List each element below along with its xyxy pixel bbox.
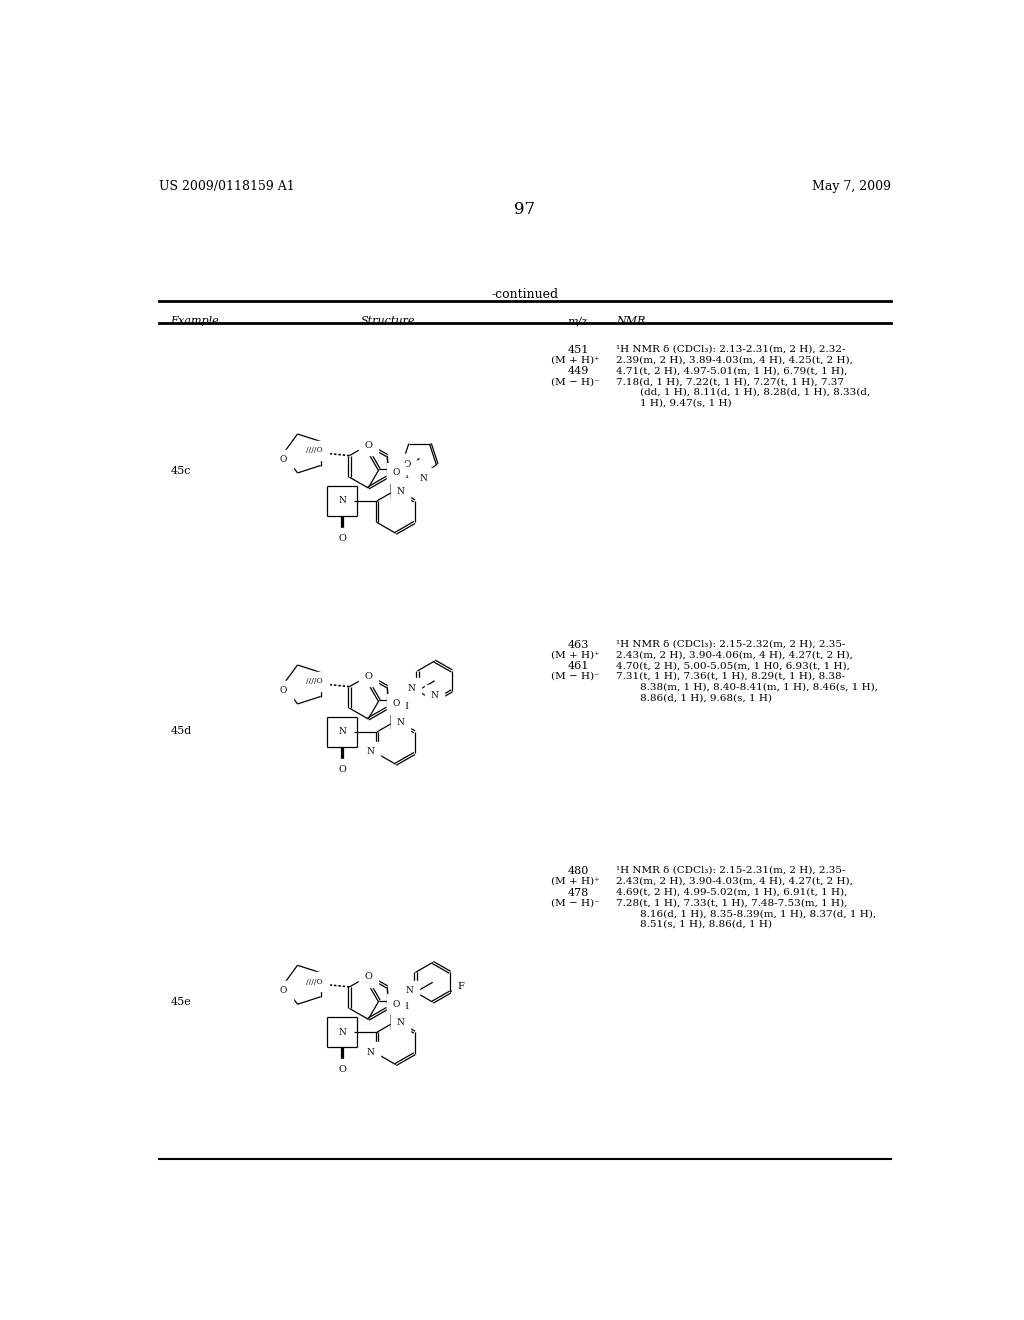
Text: 7.18(d, 1 H), 7.22(t, 1 H), 7.27(t, 1 H), 7.37: 7.18(d, 1 H), 7.22(t, 1 H), 7.27(t, 1 H)… bbox=[616, 378, 844, 385]
Text: O: O bbox=[392, 469, 400, 478]
Text: N: N bbox=[338, 1028, 346, 1036]
Text: F: F bbox=[458, 982, 464, 990]
Text: N: N bbox=[420, 474, 427, 483]
Text: 7.31(t, 1 H), 7.36(t, 1 H), 8.29(t, 1 H), 8.38-: 7.31(t, 1 H), 7.36(t, 1 H), 8.29(t, 1 H)… bbox=[616, 672, 846, 681]
Text: N: N bbox=[338, 727, 346, 737]
Text: 8.16(d, 1 H), 8.35-8.39(m, 1 H), 8.37(d, 1 H),: 8.16(d, 1 H), 8.35-8.39(m, 1 H), 8.37(d,… bbox=[640, 909, 876, 919]
Text: N: N bbox=[367, 747, 375, 756]
Text: O: O bbox=[338, 764, 346, 774]
Text: N: N bbox=[396, 718, 404, 727]
Text: 8.51(s, 1 H), 8.86(d, 1 H): 8.51(s, 1 H), 8.86(d, 1 H) bbox=[640, 920, 771, 929]
Text: 97: 97 bbox=[514, 201, 536, 218]
Text: 45e: 45e bbox=[171, 997, 191, 1007]
Text: 2.43(m, 2 H), 3.90-4.03(m, 4 H), 4.27(t, 2 H),: 2.43(m, 2 H), 3.90-4.03(m, 4 H), 4.27(t,… bbox=[616, 876, 853, 886]
Text: H: H bbox=[400, 471, 409, 480]
Text: O: O bbox=[280, 986, 287, 995]
Text: O: O bbox=[338, 1065, 346, 1073]
Text: 4.71(t, 2 H), 4.97-5.01(m, 1 H), 6.79(t, 1 H),: 4.71(t, 2 H), 4.97-5.01(m, 1 H), 6.79(t,… bbox=[616, 367, 848, 375]
Text: O: O bbox=[392, 700, 400, 709]
Text: (M − H)⁻: (M − H)⁻ bbox=[551, 672, 599, 681]
Text: (dd, 1 H), 8.11(d, 1 H), 8.28(d, 1 H), 8.33(d,: (dd, 1 H), 8.11(d, 1 H), 8.28(d, 1 H), 8… bbox=[640, 388, 869, 397]
Text: (M + H)⁺: (M + H)⁺ bbox=[551, 355, 599, 364]
Text: O: O bbox=[365, 672, 372, 681]
Text: ¹H NMR δ (CDCl₃): 2.15-2.32(m, 2 H), 2.35-: ¹H NMR δ (CDCl₃): 2.15-2.32(m, 2 H), 2.3… bbox=[616, 640, 846, 648]
Text: N: N bbox=[367, 1048, 375, 1057]
Text: 480: 480 bbox=[567, 866, 589, 876]
Text: 45d: 45d bbox=[171, 726, 191, 737]
Text: 2.43(m, 2 H), 3.90-4.06(m, 4 H), 4.27(t, 2 H),: 2.43(m, 2 H), 3.90-4.06(m, 4 H), 4.27(t,… bbox=[616, 651, 853, 660]
Text: -continued: -continued bbox=[492, 288, 558, 301]
Text: 2.39(m, 2 H), 3.89-4.03(m, 4 H), 4.25(t, 2 H),: 2.39(m, 2 H), 3.89-4.03(m, 4 H), 4.25(t,… bbox=[616, 355, 853, 364]
Text: 7.28(t, 1 H), 7.33(t, 1 H), 7.48-7.53(m, 1 H),: 7.28(t, 1 H), 7.33(t, 1 H), 7.48-7.53(m,… bbox=[616, 899, 848, 907]
Text: NMR: NMR bbox=[616, 317, 646, 326]
Text: 45c: 45c bbox=[171, 466, 191, 475]
Text: 8.38(m, 1 H), 8.40-8.41(m, 1 H), 8.46(s, 1 H),: 8.38(m, 1 H), 8.40-8.41(m, 1 H), 8.46(s,… bbox=[640, 682, 878, 692]
Text: 478: 478 bbox=[568, 887, 589, 898]
Text: O: O bbox=[365, 441, 372, 450]
Text: ¹H NMR δ (CDCl₃): 2.15-2.31(m, 2 H), 2.35-: ¹H NMR δ (CDCl₃): 2.15-2.31(m, 2 H), 2.3… bbox=[616, 866, 846, 875]
Text: H: H bbox=[400, 1002, 409, 1011]
Text: N: N bbox=[406, 986, 414, 995]
Text: ////O: ////O bbox=[306, 446, 324, 454]
Text: (M − H)⁻: (M − H)⁻ bbox=[551, 899, 599, 907]
Text: O: O bbox=[280, 686, 287, 696]
Text: N: N bbox=[396, 487, 404, 496]
Text: m/z: m/z bbox=[567, 317, 588, 326]
Text: O: O bbox=[280, 455, 287, 465]
Text: Example: Example bbox=[171, 317, 219, 326]
Text: (M + H)⁺: (M + H)⁺ bbox=[551, 651, 599, 660]
Text: ////O: ////O bbox=[306, 677, 324, 685]
Text: (M − H)⁻: (M − H)⁻ bbox=[551, 378, 599, 385]
Text: 463: 463 bbox=[567, 640, 589, 649]
Text: O: O bbox=[403, 459, 411, 469]
Text: H: H bbox=[400, 702, 409, 711]
Text: 449: 449 bbox=[567, 367, 589, 376]
Text: O: O bbox=[392, 999, 400, 1008]
Text: 8.86(d, 1 H), 9.68(s, 1 H): 8.86(d, 1 H), 9.68(s, 1 H) bbox=[640, 693, 771, 702]
Text: 4.70(t, 2 H), 5.00-5.05(m, 1 H0, 6.93(t, 1 H),: 4.70(t, 2 H), 5.00-5.05(m, 1 H0, 6.93(t,… bbox=[616, 661, 850, 671]
Text: N: N bbox=[431, 690, 438, 700]
Text: N: N bbox=[338, 496, 346, 506]
Text: ////O: ////O bbox=[306, 978, 324, 986]
Text: O: O bbox=[365, 972, 372, 981]
Text: 1 H), 9.47(s, 1 H): 1 H), 9.47(s, 1 H) bbox=[640, 399, 731, 408]
Text: US 2009/0118159 A1: US 2009/0118159 A1 bbox=[159, 180, 295, 193]
Text: 461: 461 bbox=[567, 661, 589, 671]
Text: N: N bbox=[408, 684, 415, 693]
Text: ¹H NMR δ (CDCl₃): 2.13-2.31(m, 2 H), 2.32-: ¹H NMR δ (CDCl₃): 2.13-2.31(m, 2 H), 2.3… bbox=[616, 345, 846, 354]
Text: Structure: Structure bbox=[360, 317, 415, 326]
Text: 451: 451 bbox=[567, 345, 589, 355]
Text: May 7, 2009: May 7, 2009 bbox=[812, 180, 891, 193]
Text: N: N bbox=[396, 1019, 404, 1027]
Text: 4.69(t, 2 H), 4.99-5.02(m, 1 H), 6.91(t, 1 H),: 4.69(t, 2 H), 4.99-5.02(m, 1 H), 6.91(t,… bbox=[616, 887, 848, 896]
Text: (M + H)⁺: (M + H)⁺ bbox=[551, 876, 599, 886]
Text: O: O bbox=[338, 533, 346, 543]
